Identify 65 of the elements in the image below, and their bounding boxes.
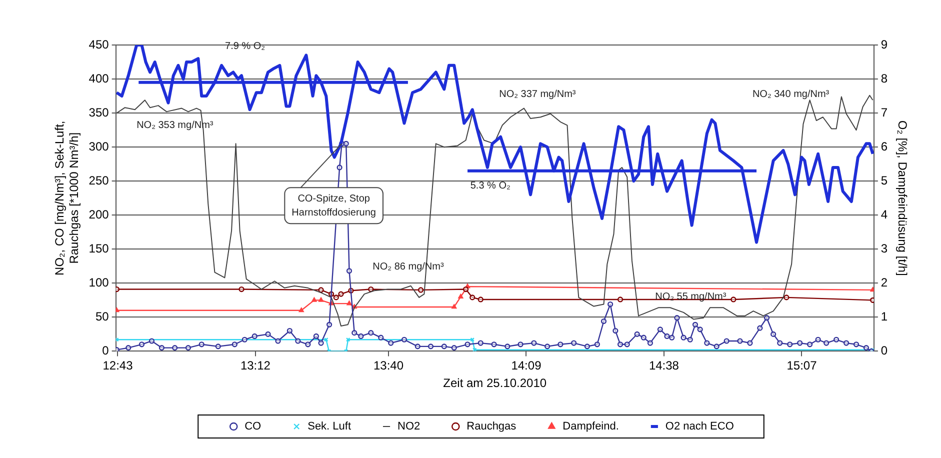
y2-tick-label: 6	[880, 139, 888, 154]
y2-tick-label: 9	[880, 37, 888, 52]
point	[346, 337, 350, 342]
x-tick-label: 12:43	[102, 358, 134, 373]
point	[238, 286, 244, 292]
point	[452, 304, 457, 309]
point	[318, 297, 324, 302]
x-tick-label: 13:12	[240, 358, 271, 373]
point	[784, 294, 790, 300]
point	[333, 294, 339, 300]
y2-tick-label: 4	[880, 207, 888, 222]
y-tick-label: 450	[88, 37, 110, 52]
x-tick-label: 14:09	[511, 358, 542, 373]
point	[478, 296, 484, 302]
point	[472, 348, 477, 352]
y2-axis-title: O₂ [%], Dampfeindüsung [t/h]	[895, 120, 910, 276]
legend-label: Rauchgas	[466, 420, 517, 433]
point	[730, 296, 736, 302]
legend-label: CO	[244, 420, 262, 433]
legend-label: Dampfeind.	[562, 420, 619, 433]
point	[324, 337, 328, 342]
legend-label: Sek. Luft	[308, 420, 352, 433]
x-tick-label: 14:38	[648, 358, 680, 373]
y2-tick-label: 2	[880, 275, 888, 290]
point	[470, 294, 476, 300]
y-tick-label: 300	[88, 139, 110, 154]
point	[298, 308, 304, 312]
point	[318, 287, 324, 293]
point	[116, 308, 120, 312]
y-tick-label: 0	[102, 344, 110, 358]
y-tick-label: 150	[88, 241, 110, 256]
y2-tick-label: 1	[880, 309, 888, 324]
point	[465, 284, 470, 288]
x-tick-label: 15:07	[786, 358, 818, 373]
point	[368, 286, 374, 292]
y-tick-label: 400	[88, 71, 110, 86]
point	[870, 287, 874, 292]
y2-tick-label: 3	[880, 241, 888, 256]
y2-tick-label: 5	[880, 173, 888, 188]
y-tick-label: 350	[88, 105, 110, 120]
point	[870, 297, 874, 303]
point	[463, 286, 469, 292]
annotation: NO₂ 340 mg/Nm³	[752, 88, 830, 100]
point	[312, 297, 317, 302]
y2-tick-label: 0	[880, 344, 888, 358]
y2-tick-label: 7	[880, 105, 888, 120]
point	[617, 296, 624, 302]
y-tick-label: 100	[88, 275, 110, 290]
point	[470, 337, 475, 342]
y-tick-label: 200	[88, 207, 110, 222]
annotation: 5.3 % O₂	[470, 180, 510, 192]
point	[338, 291, 344, 297]
y-axis-title: NO₂, CO [mg/Nm³], Sek-Luft, Rauchgas [*1000 Nm³/h]	[52, 120, 81, 276]
legend-label: NO2	[398, 420, 420, 433]
y-tick-label: 250	[88, 173, 110, 188]
point	[418, 287, 424, 293]
legend-label: O2 nach ECO	[665, 420, 734, 433]
y-tick-label: 50	[95, 309, 110, 324]
annotation: NO₂ 337 mg/Nm³	[499, 88, 576, 100]
y2-tick-label: 8	[880, 71, 888, 86]
point	[458, 294, 464, 298]
point	[346, 300, 352, 306]
annotation: CO-Spitze, Stop Harnstoffdosierung	[292, 193, 376, 218]
x-tick-label: 13:40	[373, 358, 404, 373]
x-axis-title: Zeit am 25.10.2010	[443, 376, 547, 390]
